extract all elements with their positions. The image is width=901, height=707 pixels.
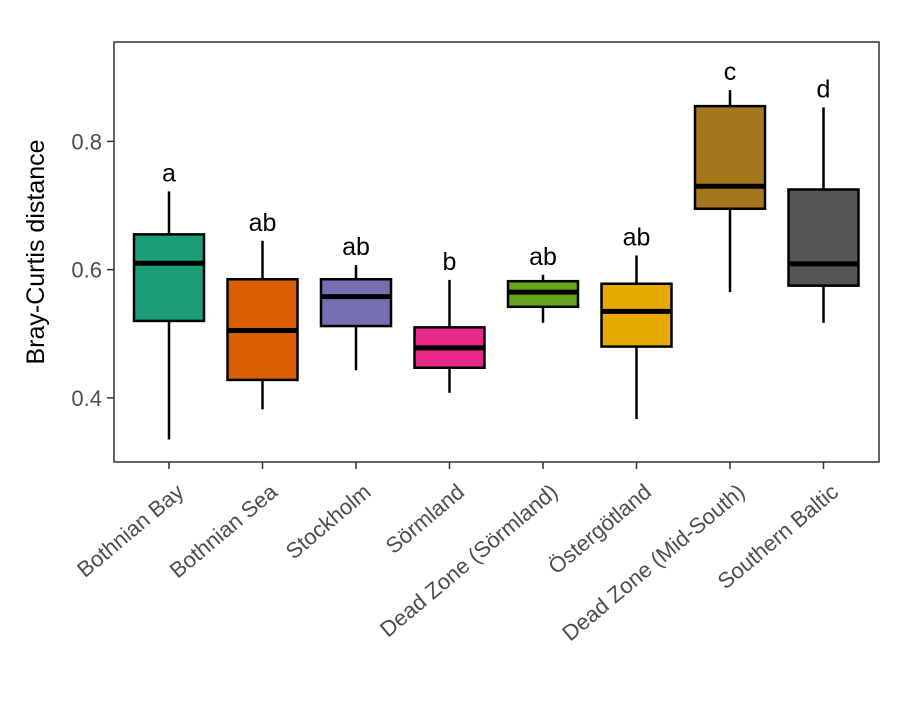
y-axis-title: Bray-Curtis distance <box>22 139 50 364</box>
box <box>319 278 393 328</box>
significance-letter: b <box>443 248 457 276</box>
significance-letter: ab <box>342 233 370 261</box>
significance-letter: c <box>724 58 737 86</box>
box-group <box>413 279 486 393</box>
significance-letter: ab <box>249 209 277 237</box>
plot-panel-border <box>113 41 880 463</box>
box <box>132 233 206 323</box>
box-group <box>506 274 580 323</box>
box <box>787 188 860 287</box>
box <box>600 282 673 348</box>
significance-letter: ab <box>529 243 557 271</box>
box-group <box>600 255 673 420</box>
box-group <box>787 107 860 323</box>
significance-letter: ab <box>623 224 651 252</box>
y-axis: 0.4 0.6 0.8 <box>71 129 114 411</box>
significance-letters-layer: a ab ab b ab ab c d <box>162 58 830 276</box>
significance-letter: a <box>162 159 176 187</box>
significance-letter: d <box>817 75 831 103</box>
box <box>693 104 767 210</box>
box-group <box>226 240 299 410</box>
box-group <box>693 90 767 293</box>
boxes-layer <box>132 90 860 440</box>
box-group <box>132 191 206 440</box>
y-tick-label: 0.4 <box>71 386 102 411</box>
y-tick-label: 0.8 <box>71 129 102 154</box>
box-group <box>319 265 393 371</box>
y-tick-label: 0.6 <box>71 258 102 283</box>
